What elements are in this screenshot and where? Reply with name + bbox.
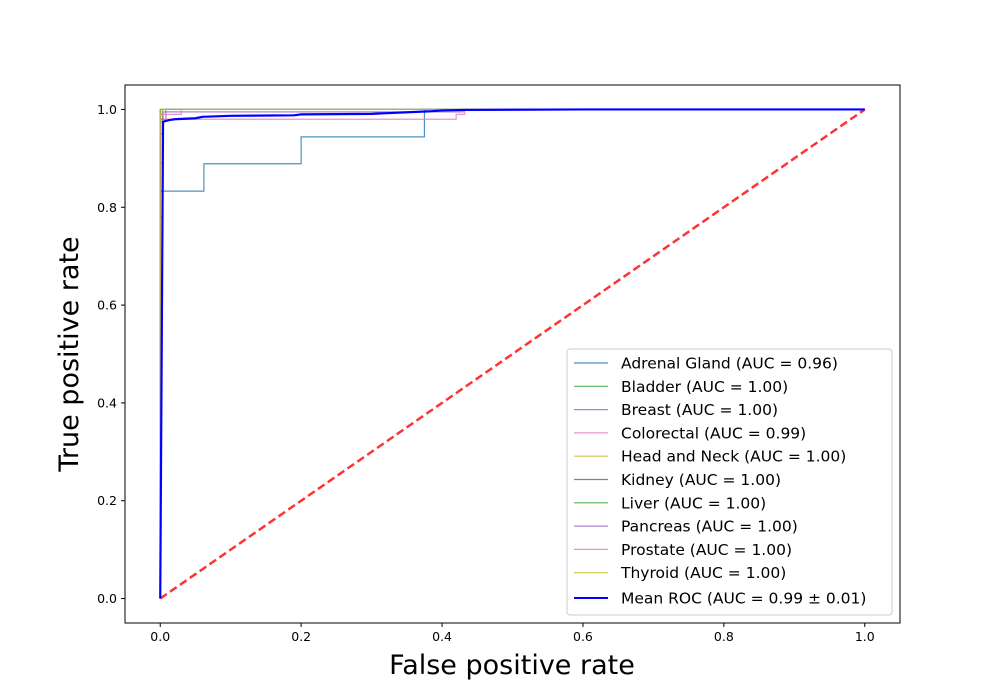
mean-roc-line — [159, 108, 865, 599]
y-tick-label: 0.8 — [97, 200, 117, 215]
plot-area — [124, 84, 901, 624]
legend-entry: Mean ROC (AUC = 0.99 ± 0.01) — [621, 590, 866, 608]
legend-entry: Kidney (AUC = 1.00) — [621, 471, 781, 489]
x-axis-label: False positive rate — [389, 650, 635, 681]
y-tick-label: 0.0 — [97, 591, 117, 606]
legend-entry: Colorectal (AUC = 0.99) — [621, 424, 806, 442]
x-tick-label: 0.6 — [573, 629, 593, 644]
x-axis: 0.0 0.2 0.4 0.6 0.8 1.0 — [150, 623, 875, 644]
y-axis: 0.0 0.2 0.4 0.6 0.8 1.0 — [97, 102, 125, 606]
x-tick-label: 0.4 — [432, 629, 452, 644]
legend-entry: Prostate (AUC = 1.00) — [621, 541, 792, 559]
y-tick-label: 0.6 — [97, 298, 117, 313]
legend-items: Adrenal Gland (AUC = 0.96) Bladder (AUC =… — [574, 355, 866, 608]
y-tick-label: 0.4 — [97, 395, 117, 410]
x-tick-label: 1.0 — [855, 629, 875, 644]
x-tick-label: 0.0 — [150, 629, 170, 644]
legend-entry: Pancreas (AUC = 1.00) — [621, 518, 798, 536]
x-tick-label: 0.8 — [714, 629, 734, 644]
legend-entry: Bladder (AUC = 1.00) — [621, 378, 788, 396]
y-axis-label: True positive rate — [54, 236, 85, 472]
x-tick-label: 0.2 — [291, 629, 311, 644]
chance-reference-line — [159, 108, 866, 600]
plot-frame — [124, 84, 901, 624]
legend-entry: Liver (AUC = 1.00) — [621, 494, 766, 512]
legend-entry: Adrenal Gland (AUC = 0.96) — [621, 355, 838, 373]
y-tick-label: 0.2 — [97, 493, 117, 508]
legend-entry: Thyroid (AUC = 1.00) — [620, 564, 786, 582]
legend-entry: Head and Neck (AUC = 1.00) — [621, 448, 846, 466]
legend-entry: Breast (AUC = 1.00) — [621, 401, 778, 419]
legend: Adrenal Gland (AUC = 0.96) Bladder (AUC =… — [566, 348, 893, 616]
legend-frame — [566, 348, 893, 616]
series-layer — [159, 108, 866, 600]
y-tick-label: 1.0 — [97, 102, 117, 117]
